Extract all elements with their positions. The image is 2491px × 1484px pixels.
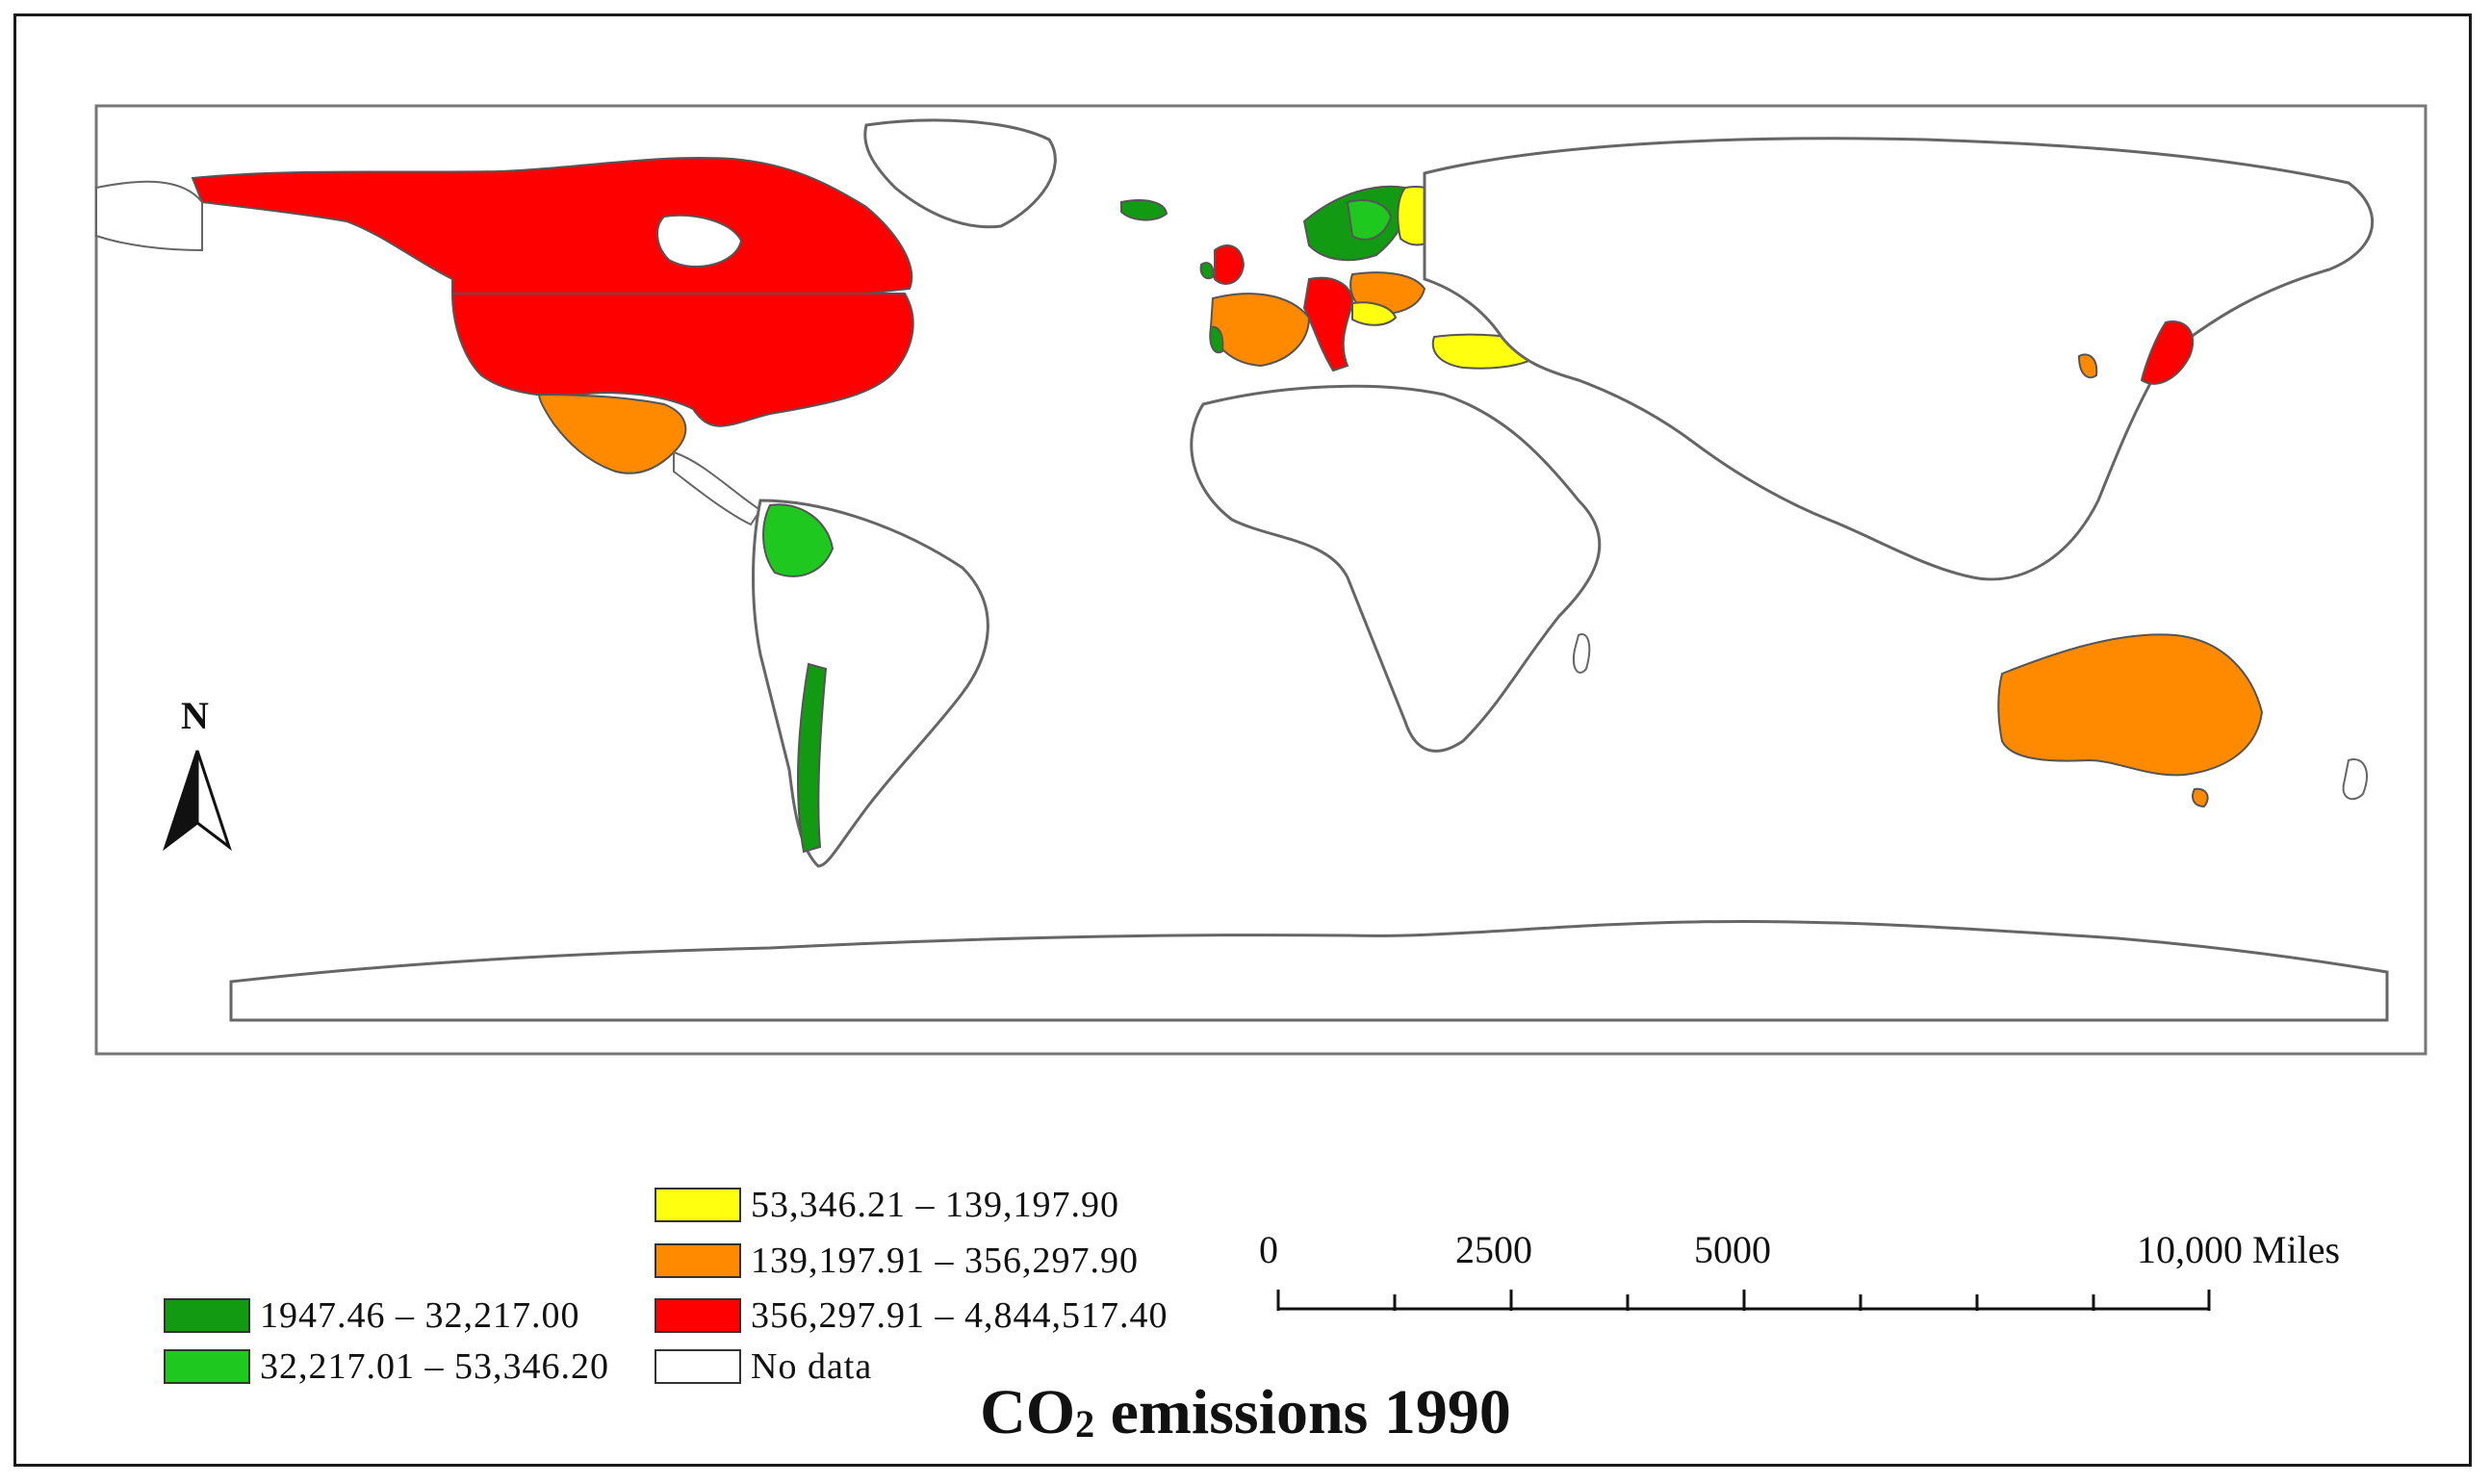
region-canada xyxy=(191,157,913,295)
region-sweden-norway-light xyxy=(1346,199,1393,241)
north-arrow xyxy=(163,750,232,852)
legend-label: 139,197.91 – 356,297.90 xyxy=(751,1241,1139,1281)
region-uk xyxy=(1214,244,1246,285)
legend-label: 53,346.21 – 139,197.90 xyxy=(751,1185,1119,1225)
region-asia xyxy=(1423,137,2375,581)
legend-label: 356,297.91 – 4,844,517.40 xyxy=(751,1295,1168,1336)
region-korea xyxy=(2077,353,2098,379)
region-japan xyxy=(2140,320,2195,385)
region-ireland xyxy=(1199,262,1215,280)
scale-label-0: 0 xyxy=(1259,1228,1278,1271)
legend-item-class-1: 1947.46 – 32,217.00 xyxy=(164,1295,580,1336)
legend-label: 32,217.01 – 53,346.20 xyxy=(260,1346,609,1387)
region-portugal xyxy=(1209,325,1224,354)
region-usa xyxy=(450,293,914,427)
region-greenland xyxy=(863,118,1057,229)
legend-swatch xyxy=(164,1349,250,1384)
legend-swatch xyxy=(655,1188,741,1222)
legend-swatch xyxy=(655,1298,741,1333)
scale-label-5000: 5000 xyxy=(1694,1228,1771,1271)
legend-item-class-2: 32,217.01 – 53,346.20 xyxy=(164,1346,609,1387)
legend-swatch xyxy=(164,1298,250,1333)
region-madagascar xyxy=(1573,633,1591,674)
region-mexico xyxy=(537,393,687,474)
region-chile xyxy=(796,662,828,854)
legend-label: 1947.46 – 32,217.00 xyxy=(260,1295,580,1336)
region-antarctica xyxy=(229,919,2389,1022)
region-central-europe-yellow xyxy=(1351,301,1398,326)
scale-label-2500: 2500 xyxy=(1455,1228,1532,1271)
legend-swatch xyxy=(655,1243,741,1278)
region-hudson-bay xyxy=(656,214,743,268)
scale-label-10000: 10,000 Miles xyxy=(2137,1228,2341,1271)
legend-item-class-4: 139,197.91 – 356,297.90 xyxy=(655,1241,1139,1281)
scale-bar xyxy=(1276,1290,2211,1311)
region-france-spain xyxy=(1209,293,1311,368)
region-africa xyxy=(1190,384,1602,753)
map-title: CO2 emissions 1990 xyxy=(0,1376,2491,1449)
legend-item-class-5: 356,297.91 – 4,844,517.40 xyxy=(655,1295,1168,1336)
region-new-zealand xyxy=(2342,758,2368,801)
north-label: N xyxy=(181,694,209,737)
region-central-america xyxy=(673,450,762,526)
legend-item-class-3: 53,346.21 – 139,197.90 xyxy=(655,1185,1119,1225)
legend-swatch xyxy=(655,1349,741,1384)
title-prefix: CO xyxy=(980,1377,1076,1447)
title-suffix: emissions 1990 xyxy=(1094,1377,1511,1447)
region-iceland xyxy=(1120,199,1168,221)
region-tasmania xyxy=(2192,787,2209,808)
title-subscript: 2 xyxy=(1075,1402,1095,1446)
region-colombia xyxy=(762,503,835,577)
region-australia xyxy=(1997,633,2264,777)
map-extent xyxy=(94,104,2427,1056)
region-alaska xyxy=(95,180,203,252)
region-germany-italy xyxy=(1302,276,1354,372)
legend-item-no-data: No data xyxy=(655,1346,873,1387)
legend-label: No data xyxy=(751,1346,873,1387)
